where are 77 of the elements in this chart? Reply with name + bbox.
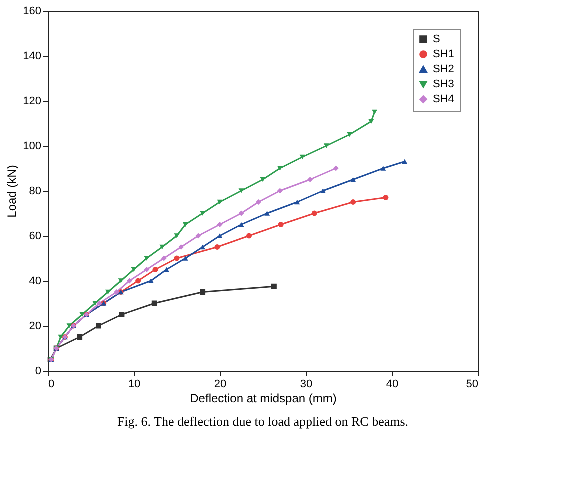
point (238, 210, 244, 216)
point (174, 234, 180, 238)
point (80, 312, 86, 318)
point (96, 323, 102, 329)
point (278, 222, 284, 228)
point (300, 154, 306, 160)
point (312, 210, 318, 216)
point (238, 222, 244, 228)
point (350, 200, 356, 205)
point (161, 256, 167, 262)
point (119, 312, 125, 318)
point (347, 132, 353, 138)
point (77, 334, 83, 340)
caption: Fig. 6. The deflection due to load applied on RC beams. (117, 414, 409, 429)
x-tick-label: 40 (386, 378, 399, 390)
point (114, 290, 120, 295)
legend-label: S (433, 34, 440, 46)
point (148, 278, 154, 284)
point (144, 267, 150, 272)
y-tick-label: 60 (29, 230, 42, 242)
x-tick-label: 0 (48, 378, 55, 390)
y-tick-label: 140 (23, 50, 42, 62)
legend-label: SH1 (433, 48, 454, 60)
point (96, 300, 102, 306)
y-tick-label: 160 (23, 6, 42, 18)
y-tick-label: 20 (29, 320, 42, 332)
point (152, 300, 158, 306)
point (294, 200, 300, 205)
point (152, 267, 158, 272)
point (174, 256, 180, 262)
point (164, 267, 170, 272)
point (200, 290, 206, 295)
point (256, 200, 262, 205)
point (182, 256, 188, 261)
point (380, 166, 386, 171)
point (200, 244, 206, 250)
point (264, 211, 270, 216)
legend-label: SH2 (433, 64, 454, 76)
x-tick-label: 10 (128, 378, 141, 390)
legend-label: SH4 (433, 94, 454, 106)
point (402, 159, 408, 164)
point (217, 200, 223, 205)
point (238, 188, 244, 194)
y-tick-label: 40 (29, 276, 42, 288)
x-tick-label: 30 (300, 378, 313, 390)
point (182, 222, 188, 228)
point (324, 144, 330, 148)
point (333, 166, 339, 172)
y-tick-label: 0 (35, 366, 42, 378)
point (58, 334, 64, 340)
x-axis-title: Deflection at midspan (mm) (190, 392, 337, 406)
point (308, 177, 314, 182)
point (277, 188, 283, 194)
legend-label: SH3 (433, 78, 454, 90)
point (196, 233, 202, 239)
point (260, 177, 266, 182)
point (320, 188, 326, 194)
point (271, 284, 277, 290)
y-tick-label: 80 (29, 186, 42, 198)
point (214, 244, 220, 250)
y-tick-label: 100 (23, 140, 42, 152)
point (66, 324, 72, 328)
point (277, 166, 283, 171)
point (368, 119, 374, 124)
point (217, 234, 223, 238)
point (383, 195, 389, 200)
point (372, 110, 378, 115)
x-tick-label: 20 (214, 378, 227, 390)
point (246, 233, 252, 239)
y-tick-label: 120 (23, 96, 42, 108)
x-tick-label: 50 (466, 378, 478, 390)
point (126, 278, 132, 284)
point (200, 211, 206, 216)
point (136, 278, 142, 284)
y-axis-title: Load (kN) (5, 165, 20, 218)
point (350, 177, 356, 182)
point (178, 244, 184, 250)
